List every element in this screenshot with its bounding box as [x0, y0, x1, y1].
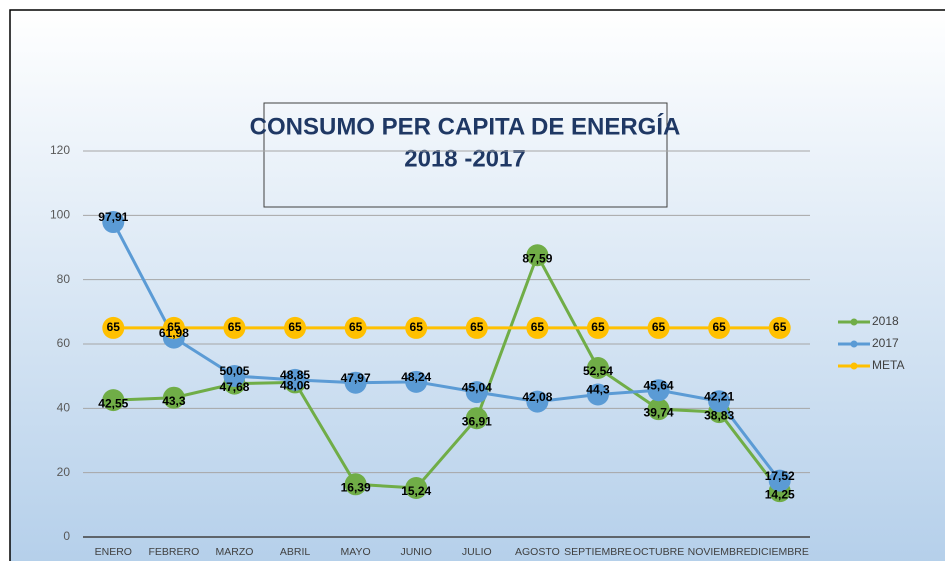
data-point [465, 381, 488, 404]
data-label: 14,25 [765, 487, 795, 501]
data-label: 65 [288, 320, 302, 334]
data-label: 47,97 [341, 371, 371, 385]
data-point [647, 379, 670, 402]
title-box [263, 102, 668, 208]
data-label: 15,24 [401, 484, 431, 498]
data-point [586, 383, 609, 406]
data-point [344, 371, 367, 394]
x-tick-label: FEBRERO [148, 546, 199, 558]
data-label: 45,04 [462, 380, 492, 394]
x-tick-label: NOVIEMBRE [688, 546, 751, 558]
y-tick-label: 20 [57, 465, 71, 479]
data-label: 44,3 [586, 383, 610, 397]
data-label: 52,54 [583, 364, 613, 378]
data-label: 16,39 [341, 480, 371, 494]
data-label: 38,83 [704, 408, 734, 422]
data-point [344, 473, 367, 496]
chart-title: CONSUMO PER CAPITA DE ENERGÍA [250, 112, 681, 140]
data-label: 61,98 [159, 326, 189, 340]
x-tick-label: JUNIO [400, 546, 432, 558]
data-point [405, 370, 428, 393]
legend-swatch [850, 340, 858, 348]
y-tick-label: 60 [57, 336, 71, 350]
data-label: 97,91 [98, 210, 128, 224]
data-label: 39,74 [644, 405, 674, 419]
data-point [586, 356, 609, 379]
data-label: 42,21 [704, 389, 734, 403]
data-point [284, 368, 307, 391]
x-tick-label: ENERO [95, 546, 132, 558]
data-label: 50,05 [219, 364, 249, 378]
data-point [102, 389, 125, 412]
y-tick-label: 80 [57, 272, 71, 286]
data-label: 65 [107, 320, 121, 334]
data-point [405, 316, 428, 339]
y-tick-label: 0 [63, 529, 70, 543]
data-label: 45,64 [644, 378, 674, 392]
data-point [586, 316, 609, 339]
y-tick-label: 100 [50, 208, 70, 222]
x-tick-label: DICIEMBRE [751, 546, 809, 558]
chart-frame [9, 9, 945, 561]
data-point [405, 476, 428, 499]
data-label: 65 [410, 320, 424, 334]
data-point [708, 390, 731, 413]
data-label: 65 [167, 320, 181, 334]
y-tick-label: 40 [57, 401, 71, 415]
data-label: 48,06 [280, 379, 310, 393]
data-point [344, 316, 367, 339]
data-point [647, 316, 670, 339]
data-label: 43,3 [162, 394, 186, 408]
data-label: 87,59 [522, 251, 552, 265]
x-tick-label: MAYO [341, 546, 371, 558]
data-point [465, 407, 488, 430]
data-label: 17,52 [765, 469, 795, 483]
x-tick-label: SEPTIEMBRE [564, 546, 632, 558]
data-point [768, 316, 791, 339]
data-label: 42,55 [98, 396, 128, 410]
legend-swatch [850, 318, 858, 326]
legend-swatch [850, 362, 858, 370]
x-tick-label: ABRIL [280, 546, 311, 558]
data-point [102, 211, 125, 234]
data-point [526, 244, 549, 267]
data-label: 65 [773, 320, 787, 334]
data-point [708, 316, 731, 339]
data-label: 65 [591, 320, 605, 334]
data-point [162, 386, 185, 409]
data-label: 65 [652, 320, 666, 334]
data-point [223, 365, 246, 388]
data-label: 36,91 [462, 414, 492, 428]
legend-label: 2018 [872, 314, 899, 328]
data-point [647, 398, 670, 421]
data-point [223, 316, 246, 339]
data-point [465, 316, 488, 339]
x-tick-label: MARZO [215, 546, 253, 558]
data-point [526, 390, 549, 413]
data-point [768, 469, 791, 492]
data-label: 65 [531, 320, 545, 334]
data-label: 48,24 [401, 370, 431, 384]
data-label: 48,85 [280, 368, 310, 382]
x-tick-label: JULIO [462, 546, 492, 558]
data-label: 65 [349, 320, 363, 334]
chart-title: 2018 -2017 [404, 145, 525, 172]
y-tick-label: 120 [50, 143, 70, 157]
data-point [526, 316, 549, 339]
legend-label: META [872, 358, 904, 372]
data-label: 42,08 [522, 390, 552, 404]
data-point [102, 316, 125, 339]
data-point [284, 316, 307, 339]
data-label: 47,68 [219, 380, 249, 394]
x-tick-label: OCTUBRE [633, 546, 684, 558]
data-label: 65 [712, 320, 726, 334]
data-point [162, 316, 185, 339]
data-label: 65 [470, 320, 484, 334]
data-label: 65 [228, 320, 242, 334]
legend-label: 2017 [872, 336, 899, 350]
x-tick-label: AGOSTO [515, 546, 560, 558]
